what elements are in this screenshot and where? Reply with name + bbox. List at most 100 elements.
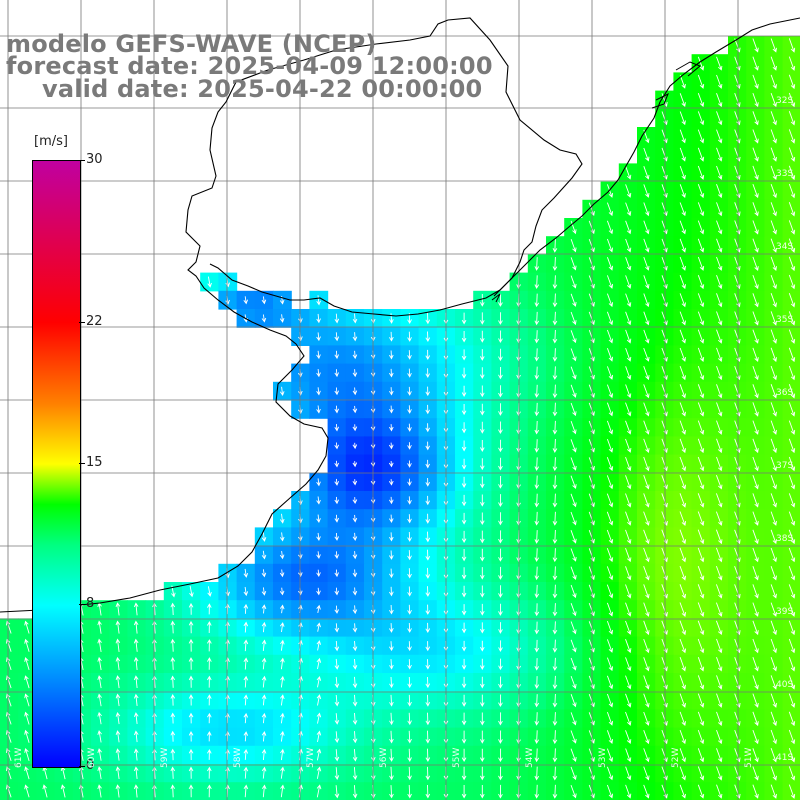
wind-arrow (752, 566, 759, 581)
wind-arrow (534, 366, 540, 380)
wind-arrow (334, 785, 340, 799)
colorbar-unit-label: [m/s] (34, 134, 68, 149)
wind-arrow (643, 311, 650, 326)
wind-arrow (279, 551, 285, 560)
wind-arrow (715, 620, 723, 636)
wind-arrow (716, 147, 723, 162)
wind-arrow (643, 784, 650, 799)
wind-arrow (316, 514, 321, 523)
wind-arrow (679, 657, 686, 672)
wind-arrow (389, 659, 394, 670)
wind-arrow (243, 657, 249, 670)
latitude-label: 38S (776, 534, 794, 544)
wind-arrow (716, 456, 723, 472)
wind-arrow (606, 529, 614, 544)
wind-arrow (316, 640, 322, 651)
wind-arrow (552, 766, 558, 781)
wind-arrow (97, 748, 102, 761)
wind-arrow (97, 711, 102, 725)
wind-arrow (679, 202, 686, 217)
wind-arrow (42, 784, 48, 798)
wind-arrow (788, 202, 796, 217)
wind-arrow (625, 602, 632, 617)
wind-arrow (697, 675, 705, 690)
wind-arrow (697, 311, 705, 326)
wind-arrow (643, 366, 650, 381)
wind-arrow (716, 365, 723, 381)
wind-arrow (461, 748, 467, 763)
wind-arrow (24, 748, 30, 762)
wind-arrow (697, 293, 705, 308)
wind-arrow (407, 748, 412, 762)
wind-arrow (625, 748, 632, 763)
wind-arrow (534, 439, 540, 453)
wind-arrow (115, 784, 121, 798)
wind-arrow (788, 657, 796, 672)
wind-arrow (643, 293, 650, 308)
wind-arrow (770, 456, 777, 472)
wind-arrow (552, 293, 558, 308)
wind-speed-cell (782, 145, 800, 164)
wind-arrow (480, 530, 485, 544)
wind-arrow (770, 784, 777, 799)
wind-arrow (334, 369, 340, 378)
wind-arrow (498, 585, 503, 598)
wind-arrow (697, 475, 705, 490)
wind-arrow (788, 420, 796, 435)
wind-arrow (280, 639, 285, 651)
wind-arrow (388, 479, 394, 486)
wind-arrow (97, 675, 102, 689)
wind-arrow (697, 420, 705, 435)
wind-arrow (697, 256, 705, 271)
wind-arrow (570, 748, 577, 762)
wind-arrow (752, 602, 759, 617)
wind-arrow (679, 329, 686, 344)
wind-arrow (498, 421, 503, 435)
wind-arrow (425, 712, 431, 726)
wind-arrow (715, 511, 723, 526)
wind-arrow (697, 220, 705, 235)
wind-arrow (752, 584, 759, 599)
wind-arrow (498, 730, 503, 744)
wind-arrow (770, 365, 777, 381)
wind-arrow (570, 257, 577, 271)
latitude-label: 34S (776, 242, 794, 252)
wind-arrow (207, 766, 212, 779)
wind-speed-cell (782, 54, 800, 73)
wind-arrow (261, 587, 267, 596)
wind-speed-cell (782, 272, 800, 292)
latitude-label: 32S (776, 96, 794, 106)
wind-arrow (334, 640, 340, 652)
wind-arrow (734, 92, 741, 108)
wind-arrow (625, 420, 632, 435)
wind-speed-cell (782, 691, 800, 710)
wind-arrow (133, 620, 139, 634)
wind-arrow (625, 511, 632, 526)
wind-arrow (425, 766, 431, 781)
wind-arrow (715, 493, 723, 508)
wind-arrow (716, 93, 723, 108)
wind-arrow (389, 676, 394, 689)
wind-arrow (316, 350, 321, 360)
wind-arrow (461, 385, 467, 397)
wind-arrow (679, 220, 686, 235)
wind-arrow (461, 766, 467, 781)
wind-arrow (697, 238, 705, 253)
wind-arrow (697, 111, 705, 126)
wind-arrow (498, 676, 503, 689)
wind-arrow (625, 166, 632, 180)
wind-arrow (334, 587, 340, 596)
wind-arrow (606, 602, 614, 617)
wind-arrow (752, 293, 759, 308)
wind-arrow (425, 312, 431, 325)
wind-arrow (770, 384, 777, 399)
wind-arrow (552, 712, 558, 726)
wind-arrow (788, 584, 796, 599)
wind-arrow (570, 566, 577, 580)
wind-arrow (316, 657, 322, 670)
wind-arrow (679, 638, 687, 654)
wind-arrow (461, 440, 467, 452)
colorbar-tick-mark (79, 160, 85, 161)
colorbar-tick-label: 22 (86, 313, 103, 329)
wind-arrow (480, 730, 485, 744)
